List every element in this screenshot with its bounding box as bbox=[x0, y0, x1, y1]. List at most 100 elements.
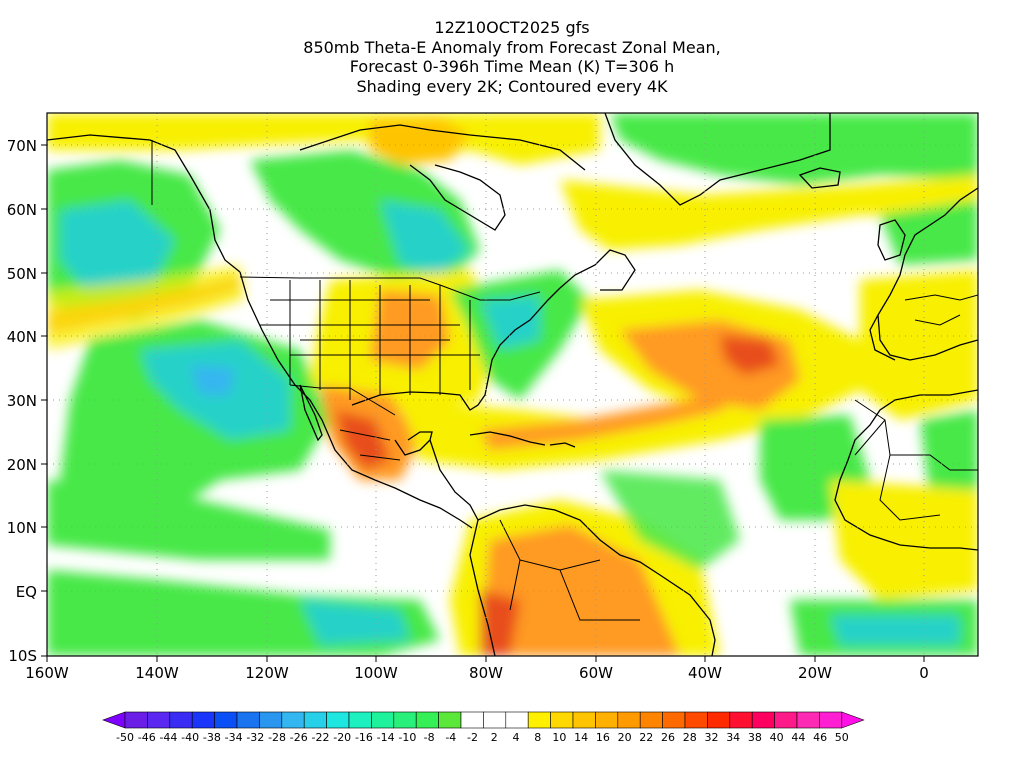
y-tick-60N: 60N bbox=[7, 201, 37, 219]
colorbar-box bbox=[326, 711, 350, 729]
colorbar-label: -16 bbox=[355, 731, 373, 744]
x-tick-140W: 140W bbox=[135, 664, 179, 682]
coast-south-america-west bbox=[469, 519, 496, 656]
shade-subtropic-pacific-blue bbox=[190, 365, 235, 395]
y-tick-EQ: EQ bbox=[16, 583, 37, 601]
shade-south-america-orange bbox=[480, 525, 680, 656]
colorbar-box bbox=[729, 711, 753, 729]
shade-north-cyan bbox=[380, 200, 470, 275]
title-line-2: 850mb Theta-E Anomaly from Forecast Zona… bbox=[303, 37, 721, 57]
colorbar-label: -40 bbox=[181, 731, 199, 744]
colorbar-box bbox=[303, 711, 327, 729]
coast-south-america bbox=[477, 504, 716, 656]
coast-cuba bbox=[469, 431, 546, 446]
colorbar-label: 22 bbox=[639, 731, 653, 744]
shade-north-band-yellow bbox=[560, 175, 978, 250]
colorbar-label: 8 bbox=[534, 731, 541, 744]
state-lines-2 bbox=[289, 280, 471, 400]
title-line-1: 12Z10OCT2025 gfs bbox=[434, 18, 590, 37]
coast-baja bbox=[299, 384, 323, 442]
colorbar-label: 40 bbox=[770, 731, 784, 744]
colorbar-box bbox=[147, 711, 171, 729]
colorbar-box bbox=[259, 711, 283, 729]
y-tick-10S: 10S bbox=[8, 647, 37, 665]
colorbar-label: 28 bbox=[683, 731, 697, 744]
colorbar-label: 26 bbox=[661, 731, 675, 744]
title-line-3: Forecast 0-396h Time Mean (K) T=306 h bbox=[349, 57, 675, 76]
colorbar-box bbox=[169, 711, 193, 729]
colorbar-label: -34 bbox=[225, 731, 243, 744]
colorbar-box bbox=[371, 711, 395, 729]
colorbar-label: 10 bbox=[552, 731, 566, 744]
colorbar-box bbox=[796, 711, 820, 729]
colorbar-label: -2 bbox=[467, 731, 478, 744]
colorbar-box bbox=[124, 711, 148, 729]
africa-borders bbox=[854, 399, 978, 521]
shade-south-pacific-cyan bbox=[300, 600, 410, 645]
colorbar-box bbox=[751, 711, 775, 729]
political-boundaries bbox=[151, 140, 978, 621]
coast-central-america bbox=[429, 439, 479, 521]
title-line-4: Shading every 2K; Contoured every 4K bbox=[356, 76, 668, 96]
shade-sahel-yellow bbox=[830, 480, 978, 600]
colorbar-label: -22 bbox=[312, 731, 330, 744]
colorbar-label: 44 bbox=[791, 731, 805, 744]
shade-atlantic-swirl-red bbox=[720, 335, 780, 375]
colorbar-box bbox=[662, 711, 686, 729]
colorbar-box bbox=[438, 711, 462, 729]
colorbar-label: 4 bbox=[512, 731, 519, 744]
x-tick-120W: 120W bbox=[245, 664, 289, 682]
colorbar-label: 16 bbox=[596, 731, 610, 744]
colorbar-box bbox=[348, 711, 372, 729]
y-tick-30N: 30N bbox=[7, 392, 37, 410]
shade-eastus-cyan bbox=[480, 295, 540, 350]
colorbar-box bbox=[281, 711, 305, 729]
shade-arctic-yellow bbox=[47, 113, 600, 165]
y-tick-40N: 40N bbox=[7, 328, 37, 346]
coast-gulf-mexico bbox=[351, 287, 561, 411]
colorbar-box bbox=[483, 711, 507, 729]
colorbar-label: -4 bbox=[445, 731, 456, 744]
y-tick-10N: 10N bbox=[7, 519, 37, 537]
colorbar-label: 46 bbox=[813, 731, 827, 744]
shade-europe-green bbox=[880, 200, 978, 265]
shade-atlantic-arm-orange bbox=[480, 395, 725, 450]
europe-borders bbox=[904, 294, 978, 326]
colorbar-box bbox=[774, 711, 798, 729]
coast-iberia bbox=[869, 314, 896, 361]
shade-pacific-tongue-yellow bbox=[47, 265, 245, 350]
coast-hudson-bay bbox=[409, 164, 506, 231]
colorbar-box bbox=[214, 711, 238, 729]
x-tick-80W: 80W bbox=[469, 664, 503, 682]
x-tick-160W: 160W bbox=[25, 664, 69, 682]
colorbar-box bbox=[595, 711, 619, 729]
shade-greenland-green bbox=[610, 113, 978, 185]
shade-gulf-alaska-cyan bbox=[60, 200, 175, 295]
colorbar-box bbox=[617, 711, 641, 729]
coast-iceland bbox=[798, 167, 841, 189]
y-axis-labels: 70N 60N 50N 40N 30N 20N 10N EQ 10S bbox=[7, 137, 37, 665]
colorbar-box bbox=[505, 711, 529, 729]
south-america-borders bbox=[499, 519, 640, 621]
x-axis-labels: 160W 140W 120W 100W 80W 60W 40W 20W 0 bbox=[25, 664, 929, 682]
colorbar-label: 50 bbox=[835, 731, 849, 744]
x-tick-100W: 100W bbox=[354, 664, 398, 682]
colorbar-label: -28 bbox=[268, 731, 286, 744]
colorbar: -50 -46 -44 -40 -38 -34 -32 -28 -26 -22 -20 -16 -14-… bbox=[102, 711, 865, 744]
x-tick-60W: 60W bbox=[579, 664, 613, 682]
colorbar-label: 34 bbox=[726, 731, 740, 744]
x-tick-40W: 40W bbox=[688, 664, 722, 682]
colorbar-box bbox=[527, 711, 551, 729]
colorbar-box bbox=[684, 711, 708, 729]
tick-marks bbox=[41, 144, 925, 662]
y-tick-70N: 70N bbox=[7, 137, 37, 155]
colorbar-label: 20 bbox=[618, 731, 632, 744]
colorbar-label: -38 bbox=[203, 731, 221, 744]
colorbar-label: -50 bbox=[116, 731, 134, 744]
colorbar-box bbox=[460, 711, 484, 729]
x-tick-0: 0 bbox=[919, 664, 929, 682]
colorbar-arrow-right bbox=[841, 711, 865, 729]
colorbar-box bbox=[393, 711, 417, 729]
colorbar-label: -26 bbox=[290, 731, 308, 744]
